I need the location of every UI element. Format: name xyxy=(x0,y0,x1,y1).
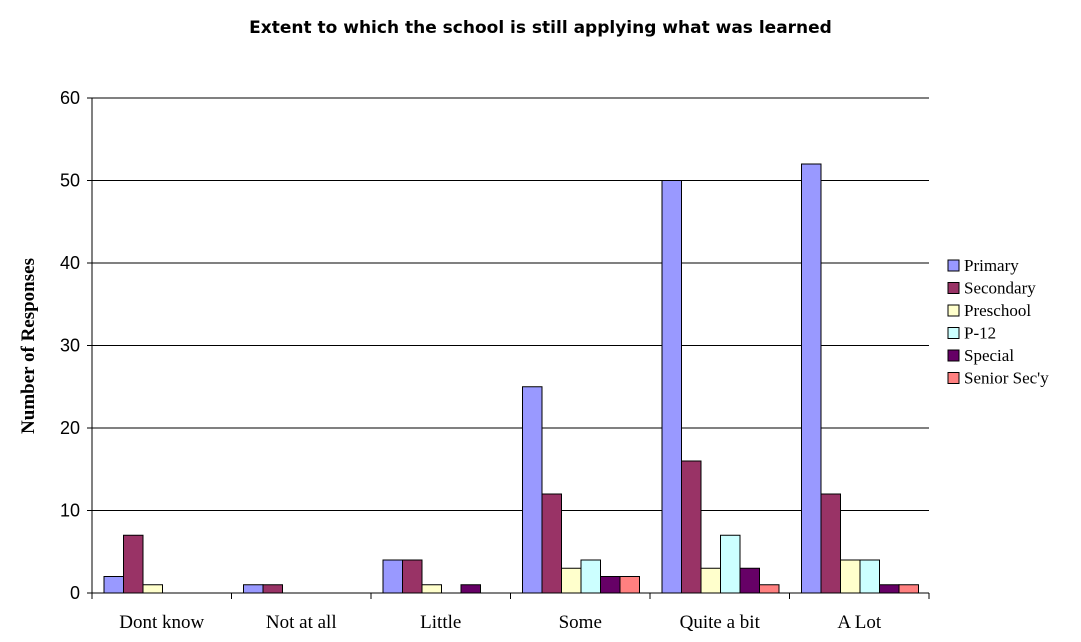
legend-swatch xyxy=(947,349,960,362)
legend-swatch xyxy=(947,259,960,272)
bars xyxy=(103,163,919,594)
bar-primary-little xyxy=(382,559,403,594)
legend-swatch xyxy=(947,372,960,384)
legend-label: Secondary xyxy=(964,279,1036,298)
bar-primary-some xyxy=(522,386,543,594)
bar-preschool-dont-know xyxy=(142,584,163,594)
legend-swatch xyxy=(947,282,960,294)
bar-p-12-a-lot xyxy=(859,559,880,594)
legend-swatch xyxy=(947,327,960,339)
bar-preschool-a-lot xyxy=(840,559,861,594)
y-tick-label: 60 xyxy=(60,88,80,108)
bar-special-little xyxy=(460,584,481,594)
y-axis-title: Number of Responses xyxy=(18,258,39,434)
bar-p-12-quite-a-bit xyxy=(720,534,741,594)
bar-preschool-little xyxy=(421,584,442,594)
y-tick-label: 30 xyxy=(60,336,80,356)
legend-label: P-12 xyxy=(964,324,996,343)
y-tick-label: 40 xyxy=(60,253,80,273)
bar-primary-dont-know xyxy=(103,576,124,594)
bar-secondary-little xyxy=(402,559,423,594)
y-tick-label: 50 xyxy=(60,171,80,191)
bar-special-quite-a-bit xyxy=(739,567,760,594)
bar-secondary-a-lot xyxy=(820,493,841,594)
y-tick-label: 20 xyxy=(60,418,80,438)
bar-senior-sec-y-a-lot xyxy=(898,584,919,594)
x-category-label: Not at all xyxy=(266,612,337,633)
legend-label: Special xyxy=(964,346,1014,365)
bar-senior-sec-y-some xyxy=(619,576,640,594)
bar-preschool-some xyxy=(561,567,582,594)
y-tick-label: 10 xyxy=(60,501,80,521)
y-tick-label: 0 xyxy=(70,583,80,603)
x-category-label: Little xyxy=(420,612,461,633)
legend: Primary Secondary Preschool P-12 Special Seni… xyxy=(947,256,1049,388)
x-category-label: Some xyxy=(559,612,602,633)
bar-primary-a-lot xyxy=(801,163,822,594)
bar-secondary-dont-know xyxy=(123,534,144,594)
legend-label: Preschool xyxy=(964,301,1031,320)
x-category-label: A Lot xyxy=(837,612,882,633)
legend-label: Primary xyxy=(964,256,1019,275)
bar-primary-not-at-all xyxy=(243,584,264,594)
bar-primary-quite-a-bit xyxy=(661,180,682,594)
bar-secondary-not-at-all xyxy=(262,584,283,594)
bar-p-12-some xyxy=(580,559,601,594)
bar-special-a-lot xyxy=(879,584,900,594)
bar-preschool-quite-a-bit xyxy=(700,567,721,594)
x-category-label: Dont know xyxy=(119,612,204,633)
legend-swatch xyxy=(947,304,960,317)
bar-senior-sec-y-quite-a-bit xyxy=(759,584,780,594)
bar-special-some xyxy=(600,576,621,594)
bar-secondary-some xyxy=(541,493,562,594)
axes: 0 10 20 30 40 50 60 Dont know Not at all Little So… xyxy=(60,88,930,633)
gridlines xyxy=(92,97,929,511)
chart-title: Extent to which the school is still appl… xyxy=(249,18,832,38)
legend-label: Senior Sec'y xyxy=(964,369,1049,388)
x-category-label: Quite a bit xyxy=(680,612,761,633)
bar-secondary-quite-a-bit xyxy=(681,460,702,594)
